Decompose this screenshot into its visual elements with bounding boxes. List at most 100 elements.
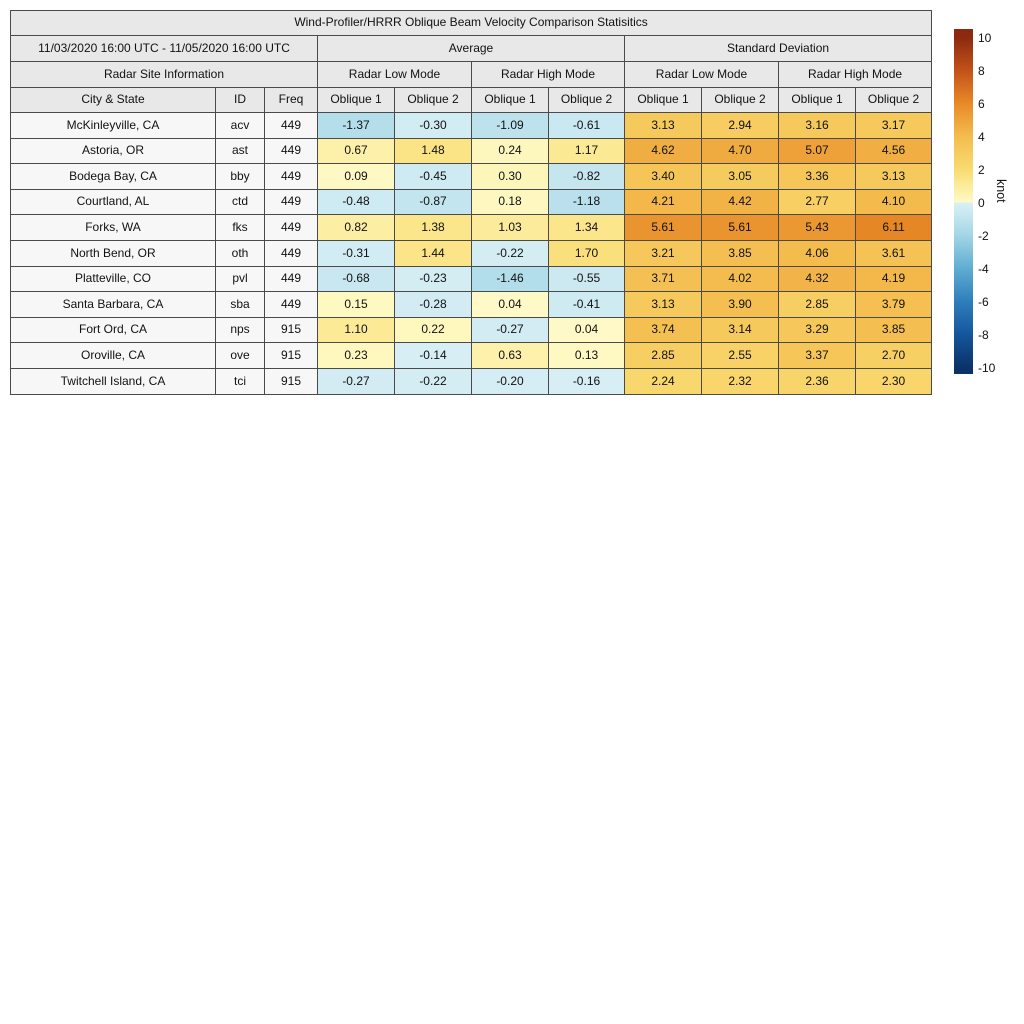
value-cell: -0.16 [548,367,625,395]
city-cell: Oroville, CA [10,342,216,369]
col-header-freq: Freq [264,87,318,113]
value-cell: 1.17 [548,137,625,165]
freq-cell: 449 [264,239,318,267]
freq-cell: 449 [264,112,318,139]
value-cell: -0.68 [317,265,395,293]
value-cell: 3.61 [854,239,933,267]
value-cell: 0.15 [317,291,395,318]
freq-cell: 915 [264,367,318,395]
value-cell: -0.30 [394,112,472,139]
colorbar-tick-label: 4 [978,129,985,144]
value-cell: -0.87 [394,188,472,216]
value-cell: 0.04 [548,316,625,344]
city-cell: Santa Barbara, CA [10,291,216,318]
col-header-oblique: Oblique 1 [778,87,856,113]
value-cell: 4.21 [624,188,702,216]
colorbar-tick-label: 6 [978,96,985,111]
value-cell: 2.85 [624,342,702,369]
colorbar-tick-label: 10 [978,30,992,45]
col-header-oblique: Oblique 2 [394,87,472,113]
id-cell: ctd [215,188,265,216]
freq-cell: 449 [264,265,318,293]
value-cell: 3.74 [624,316,702,344]
id-cell: sba [215,291,265,318]
value-cell: -0.45 [394,163,472,190]
value-cell: 0.13 [548,342,625,369]
colorbar-unit-label: knot [994,179,1008,203]
table-row: Courtland, AL ctd 449 -0.48 -0.87 0.18 -1.18 4.… [10,188,933,216]
colorbar-tick-label: -8 [978,327,989,342]
avg-low-mode-header: Radar Low Mode [317,61,472,88]
value-cell: -0.55 [548,265,625,293]
freq-cell: 449 [264,188,318,216]
value-cell: 3.79 [854,291,933,318]
value-cell: 3.17 [854,112,933,139]
avg-high-mode-header: Radar High Mode [471,61,625,88]
freq-cell: 449 [264,291,318,318]
value-cell: -0.20 [471,367,549,395]
table-row: McKinleyville, CA acv 449 -1.37 -0.30 -1.09 -0… [10,112,933,139]
value-cell: 3.13 [624,112,702,139]
id-cell: ove [215,342,265,369]
value-cell: 2.32 [701,367,779,395]
id-cell: fks [215,214,265,241]
value-cell: 0.24 [471,137,549,165]
value-cell: 2.77 [778,188,856,216]
city-cell: Platteville, CO [10,265,216,293]
value-cell: 5.61 [701,214,779,241]
table-row: North Bend, OR oth 449 -0.31 1.44 -0.22 1.70 3.… [10,239,933,267]
value-cell: 1.03 [471,214,549,241]
table-row: Santa Barbara, CA sba 449 0.15 -0.28 0.04 -0.4… [10,291,933,318]
freq-cell: 915 [264,316,318,344]
value-cell: 3.29 [778,316,856,344]
value-cell: 3.16 [778,112,856,139]
value-cell: 3.05 [701,163,779,190]
value-cell: 1.44 [394,239,472,267]
city-cell: McKinleyville, CA [10,112,216,139]
value-cell: -0.27 [471,316,549,344]
value-cell: 1.10 [317,316,395,344]
table-row: Forks, WA fks 449 0.82 1.38 1.03 1.34 5.61 5.61 5… [10,214,933,241]
value-cell: -1.09 [471,112,549,139]
value-cell: 0.23 [317,342,395,369]
value-cell: 1.48 [394,137,472,165]
table-row: Astoria, OR ast 449 0.67 1.48 0.24 1.17 4.62 4.7… [10,137,933,165]
city-cell: Twitchell Island, CA [10,367,216,395]
value-cell: 2.55 [701,342,779,369]
freq-cell: 449 [264,163,318,190]
colorbar-tick-label: 0 [978,195,985,210]
city-cell: Courtland, AL [10,188,216,216]
group-average: Average [317,35,625,62]
colorbar-tick-label: -4 [978,261,989,276]
value-cell: 3.85 [701,239,779,267]
date-range: 11/03/2020 16:00 UTC - 11/05/2020 16:00 … [10,35,318,62]
table-row: Oroville, CA ove 915 0.23 -0.14 0.63 0.13 2.85 2… [10,342,933,369]
value-cell: 2.36 [778,367,856,395]
value-cell: 4.02 [701,265,779,293]
table-row: Fort Ord, CA nps 915 1.10 0.22 -0.27 0.04 3.74 3… [10,316,933,344]
freq-cell: 449 [264,214,318,241]
value-cell: 2.30 [854,367,933,395]
value-cell: 3.13 [624,291,702,318]
std-low-mode-header: Radar Low Mode [624,61,779,88]
id-cell: nps [215,316,265,344]
value-cell: -0.61 [548,112,625,139]
value-cell: 3.90 [701,291,779,318]
value-cell: 3.71 [624,265,702,293]
value-cell: 3.40 [624,163,702,190]
value-cell: 0.09 [317,163,395,190]
value-cell: 5.43 [778,214,856,241]
value-cell: 0.18 [471,188,549,216]
table-title: Wind-Profiler/HRRR Oblique Beam Velocity… [9,10,933,36]
value-cell: 2.85 [778,291,856,318]
id-cell: pvl [215,265,265,293]
value-cell: -0.31 [317,239,395,267]
value-cell: -0.27 [317,367,395,395]
colorbar-tick-label: -2 [978,228,989,243]
freq-cell: 449 [264,137,318,165]
value-cell: 1.70 [548,239,625,267]
city-cell: Fort Ord, CA [10,316,216,344]
value-cell: 4.06 [778,239,856,267]
col-header-oblique: Oblique 2 [548,87,625,113]
